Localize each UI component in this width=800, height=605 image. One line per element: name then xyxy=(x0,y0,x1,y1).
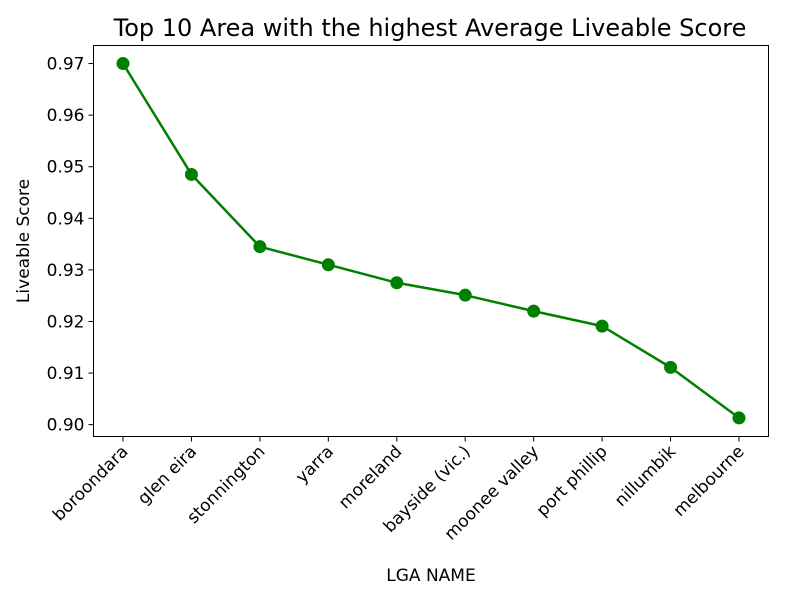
data-point xyxy=(116,57,130,71)
data-point xyxy=(253,240,267,254)
data-point xyxy=(390,276,404,290)
x-axis-label: LGA NAME xyxy=(386,566,475,586)
data-point xyxy=(595,319,609,333)
x-tick-label: glen eira xyxy=(134,442,201,509)
series-line xyxy=(121,62,740,419)
y-tick-label: 0.94 xyxy=(47,209,85,229)
y-tick-label: 0.90 xyxy=(47,416,85,436)
y-tick-label: 0.96 xyxy=(47,106,85,126)
y-axis-ticks: 0.90 0.91 0.92 0.93 0.94 0.95 0.96 0.97 xyxy=(47,55,94,436)
x-tick-label: nillumbik xyxy=(611,442,680,511)
data-point xyxy=(321,258,335,272)
x-tick-label: boroondara xyxy=(49,442,132,525)
data-point xyxy=(458,288,472,302)
plot-frame xyxy=(93,45,769,437)
chart-title: Top 10 Area with the highest Average Liv… xyxy=(113,14,747,42)
series-layer xyxy=(116,57,746,425)
data-point xyxy=(664,360,678,374)
y-tick-label: 0.92 xyxy=(47,312,85,332)
x-tick-label: port phillip xyxy=(533,442,612,521)
data-point xyxy=(527,304,541,318)
y-tick-label: 0.95 xyxy=(47,158,85,178)
y-tick-label: 0.93 xyxy=(47,261,85,281)
y-tick-label: 0.97 xyxy=(47,55,85,75)
x-tick-label: moreland xyxy=(335,442,406,513)
data-point xyxy=(732,411,746,425)
x-tick-label: yarra xyxy=(292,442,338,488)
data-point xyxy=(184,167,198,181)
y-axis-label: Liveable Score xyxy=(14,179,34,303)
y-tick-label: 0.91 xyxy=(47,364,85,384)
x-tick-label: melbourne xyxy=(670,442,749,521)
